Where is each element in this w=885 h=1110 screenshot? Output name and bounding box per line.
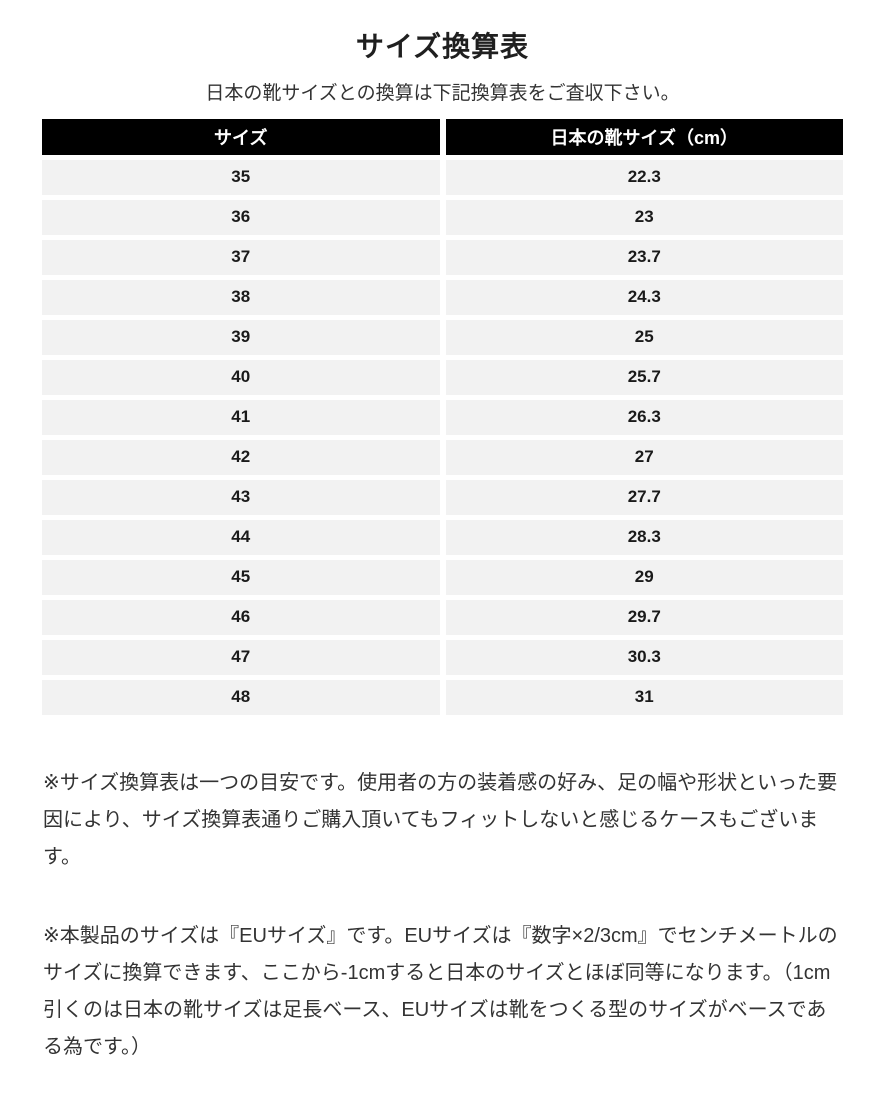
jp-size-cell: 31	[442, 677, 843, 720]
size-cell: 47	[42, 637, 446, 680]
table-row: 35 22.3	[42, 157, 843, 200]
jp-size-cell: 27	[442, 437, 843, 480]
page-title: サイズ換算表	[355, 31, 530, 62]
header-cell-jp-size: 日本の靴サイズ（cm）	[442, 119, 843, 160]
size-cell: 41	[42, 397, 446, 440]
table-row: 41 26.3	[42, 397, 843, 440]
table-row: 36 23	[42, 197, 843, 240]
table-row: 42 27	[42, 437, 843, 480]
size-table-body: 35 22.3 36 23 37 23.7 38 24.3 39 25 40 25.7 41 26.3 42…	[42, 157, 843, 720]
table-row: 38 24.3	[42, 277, 843, 320]
jp-size-cell: 26.3	[442, 397, 843, 440]
size-cell: 45	[42, 557, 446, 600]
jp-size-cell: 24.3	[442, 277, 843, 320]
table-row: 39 25	[42, 317, 843, 360]
jp-size-cell: 30.3	[442, 637, 843, 680]
table-row: 45 29	[42, 557, 843, 600]
table-row: 46 29.7	[42, 597, 843, 640]
size-cell: 43	[42, 477, 446, 520]
size-cell: 42	[42, 437, 446, 480]
size-table-header-row: サイズ 日本の靴サイズ（cm）	[42, 119, 843, 160]
jp-size-cell: 29	[442, 557, 843, 600]
size-conversion-page: サイズ換算表 日本の靴サイズとの換算は下記換算表をご査収下さい。 サイズ 日本の…	[0, 30, 885, 1066]
table-row: 37 23.7	[42, 237, 843, 280]
jp-size-cell: 29.7	[442, 597, 843, 640]
note-eu-size-explanation: ※本製品のサイズは『EUサイズ』です。EUサイズは『数字×2/3cm』でセンチメ…	[43, 924, 838, 1058]
table-row: 40 25.7	[42, 357, 843, 400]
jp-size-cell: 23.7	[442, 237, 843, 280]
table-row: 47 30.3	[42, 637, 843, 680]
jp-size-cell: 25	[442, 317, 843, 360]
jp-size-cell: 28.3	[442, 517, 843, 560]
table-row: 48 31	[42, 677, 843, 720]
size-cell: 40	[42, 357, 446, 400]
notes-section: ※サイズ換算表は一つの目安です。使用者の方の装着感の好み、足の幅や形状といった要…	[43, 765, 842, 1066]
size-cell: 44	[42, 517, 446, 560]
header-cell-size: サイズ	[42, 119, 446, 160]
page-subtitle: 日本の靴サイズとの換算は下記換算表をご査収下さい。	[205, 82, 680, 104]
size-cell: 38	[42, 277, 446, 320]
jp-size-cell: 25.7	[442, 357, 843, 400]
size-cell: 36	[42, 197, 446, 240]
size-cell: 37	[42, 237, 446, 280]
table-row: 43 27.7	[42, 477, 843, 520]
table-row: 44 28.3	[42, 517, 843, 560]
size-cell: 46	[42, 597, 446, 640]
note-sizing-disclaimer: ※サイズ換算表は一つの目安です。使用者の方の装着感の好み、足の幅や形状といった要…	[43, 771, 838, 868]
size-cell: 39	[42, 317, 446, 360]
jp-size-cell: 22.3	[442, 157, 843, 200]
jp-size-cell: 27.7	[442, 477, 843, 520]
jp-size-cell: 23	[442, 197, 843, 240]
size-table-head: サイズ 日本の靴サイズ（cm）	[42, 119, 843, 160]
size-cell: 48	[42, 677, 446, 720]
size-table: サイズ 日本の靴サイズ（cm） 35 22.3 36 23 37 23.7 38 24.3 39…	[42, 119, 843, 720]
size-cell: 35	[42, 157, 446, 200]
